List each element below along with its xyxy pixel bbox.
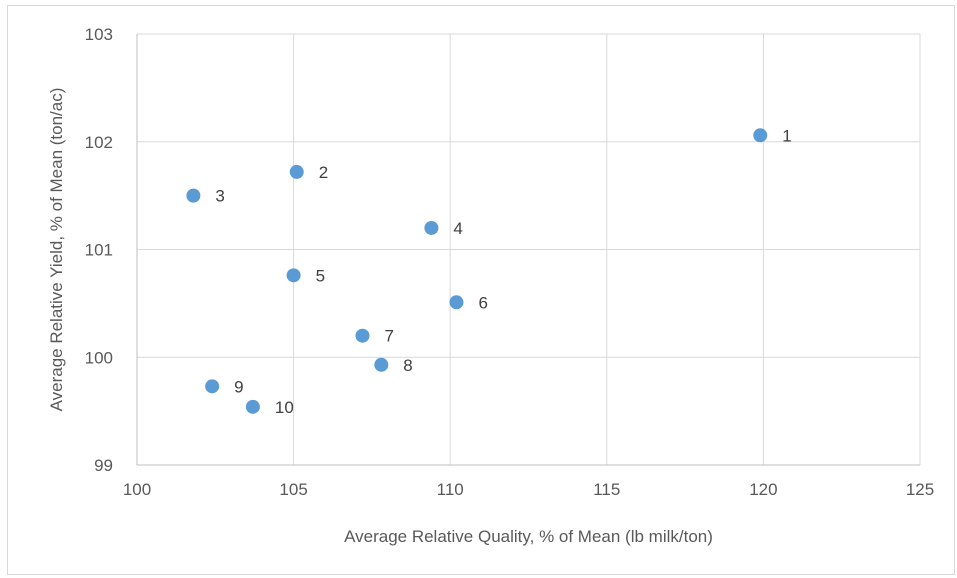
axes [136,34,920,466]
data-point [753,128,768,143]
point-label: 8 [403,356,412,375]
point-label: 9 [234,377,243,396]
x-axis-title: Average Relative Quality, % of Mean (lb … [344,527,713,546]
point-label: 7 [385,327,394,346]
x-tick-label: 100 [123,480,151,499]
point-label: 5 [316,266,325,285]
x-tick-label: 115 [593,480,620,499]
y-tick-label: 100 [85,348,113,367]
x-tick-labels: 100 105 110 115 120 125 [123,480,934,499]
chart-frame [7,5,955,575]
data-point [245,399,260,414]
y-tick-labels: 99 100 101 102 103 [85,25,113,475]
x-tick-label: 125 [906,480,934,499]
point-label: 1 [782,126,791,145]
point-label: 6 [478,293,487,312]
data-point [449,295,464,310]
data-point [424,220,439,235]
y-tick-label: 103 [85,25,113,44]
x-tick-label: 105 [279,480,307,499]
data-point [286,268,301,283]
data-point [186,188,201,203]
y-tick-label: 101 [85,241,113,260]
y-tick-label: 99 [94,456,113,475]
point-label: 3 [215,187,224,206]
x-tick-label: 120 [749,480,777,499]
point-labels: 1 2 3 4 5 6 78 9 10 [215,126,791,417]
x-tick-label: 110 [437,480,464,499]
data-point [374,357,389,372]
y-axis-title: Average Relative Yield, % of Mean (ton/a… [47,88,66,412]
data-points [186,128,768,414]
point-label: 10 [275,398,294,417]
point-label: 2 [319,163,328,182]
data-point [289,164,304,179]
y-tick-label: 102 [85,133,113,152]
data-point [355,328,370,343]
data-point [205,379,220,394]
point-label: 4 [453,219,462,238]
